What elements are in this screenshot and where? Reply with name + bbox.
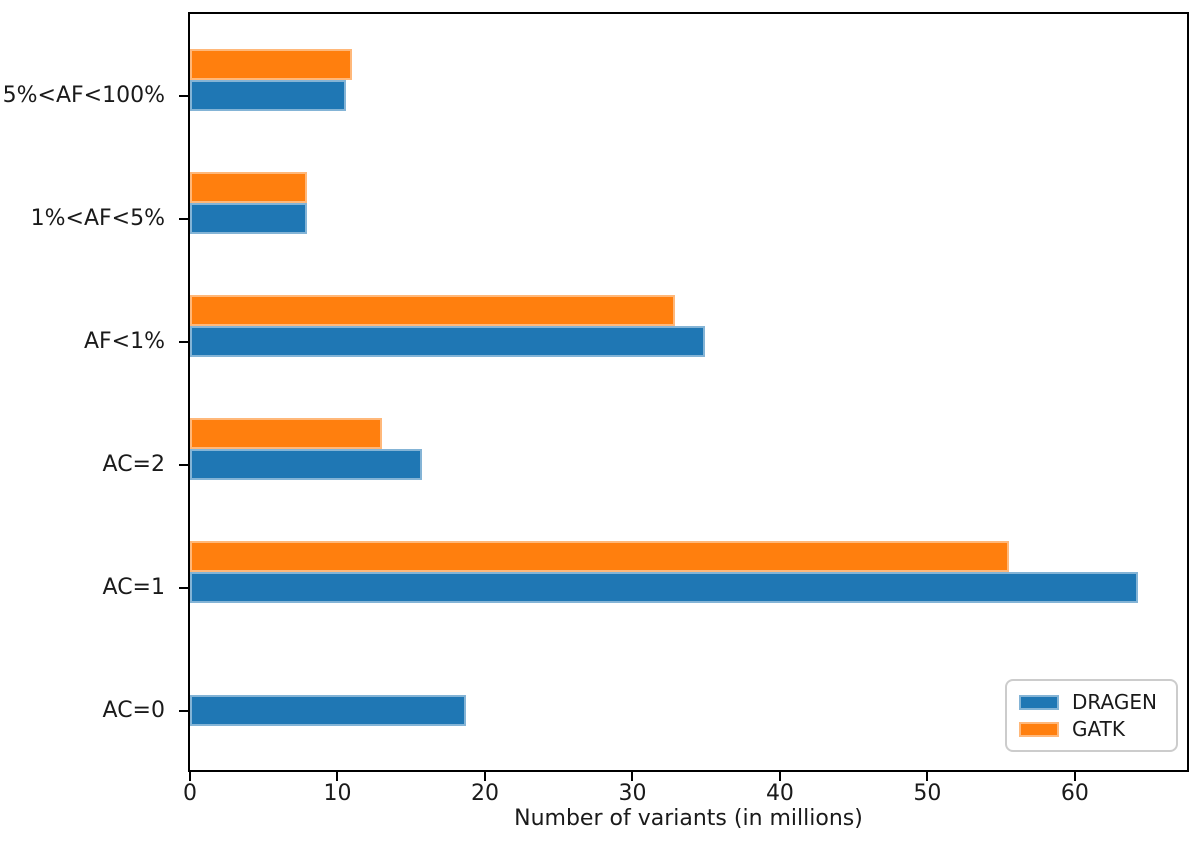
x-axis-title: Number of variants (in millions): [514, 806, 863, 831]
x-tick-mark: [631, 772, 634, 781]
bar-dragen: [190, 326, 705, 357]
bar-gatk: [190, 541, 1009, 572]
y-tick-label: 5%<AF<100%: [2, 83, 165, 108]
y-tick-label: AF<1%: [83, 329, 165, 354]
y-tick-mark: [179, 340, 188, 343]
y-tick-label: AC=0: [102, 698, 165, 723]
legend: DRAGEN GATK: [1005, 679, 1178, 752]
x-tick-label: 50: [913, 781, 942, 806]
x-axis: 0 10 20 30 40 50 60: [183, 772, 1187, 832]
legend-label-dragen: DRAGEN: [1072, 690, 1157, 714]
legend-item-dragen: DRAGEN: [1019, 692, 1164, 712]
gatk-swatch-icon: [1019, 721, 1059, 737]
y-axis-labels: 5%<AF<100% 1%<AF<5% AF<1% AC=2 AC=1 AC=0: [0, 14, 165, 770]
y-tick-mark: [179, 463, 188, 466]
bar-gatk: [190, 172, 307, 203]
x-tick-mark: [778, 772, 781, 781]
legend-label-gatk: GATK: [1072, 717, 1125, 741]
y-tick-label: AC=2: [102, 452, 165, 477]
y-tick-mark: [179, 217, 188, 220]
x-tick-label: 60: [1060, 781, 1089, 806]
x-tick-mark: [336, 772, 339, 781]
x-tick-mark: [1073, 772, 1076, 781]
x-tick-label: 10: [323, 781, 352, 806]
x-tick-label: 40: [765, 781, 794, 806]
bar-dragen: [190, 449, 422, 480]
plot-border: [188, 12, 1189, 772]
bar-dragen: [190, 80, 347, 111]
bar-gatk: [190, 418, 382, 449]
y-tick-mark: [179, 94, 188, 97]
y-axis-ticks: [179, 14, 188, 770]
bar-dragen: [190, 203, 307, 234]
dragen-swatch-icon: [1019, 694, 1059, 710]
bar-dragen: [190, 695, 466, 726]
bar-dragen: [190, 572, 1139, 603]
x-tick-label: 30: [618, 781, 647, 806]
bar-gatk: [190, 49, 353, 80]
x-tick-label: 0: [183, 781, 197, 806]
x-tick-mark: [926, 772, 929, 781]
y-tick-mark: [179, 709, 188, 712]
plot-area: [190, 14, 1187, 770]
x-tick-label: 20: [470, 781, 499, 806]
x-tick-mark: [483, 772, 486, 781]
y-tick-label: 1%<AF<5%: [30, 206, 165, 231]
legend-item-gatk: GATK: [1019, 719, 1164, 739]
y-tick-label: AC=1: [102, 575, 165, 600]
bar-gatk: [190, 295, 676, 326]
x-tick-mark: [189, 772, 191, 781]
y-tick-mark: [179, 586, 188, 589]
